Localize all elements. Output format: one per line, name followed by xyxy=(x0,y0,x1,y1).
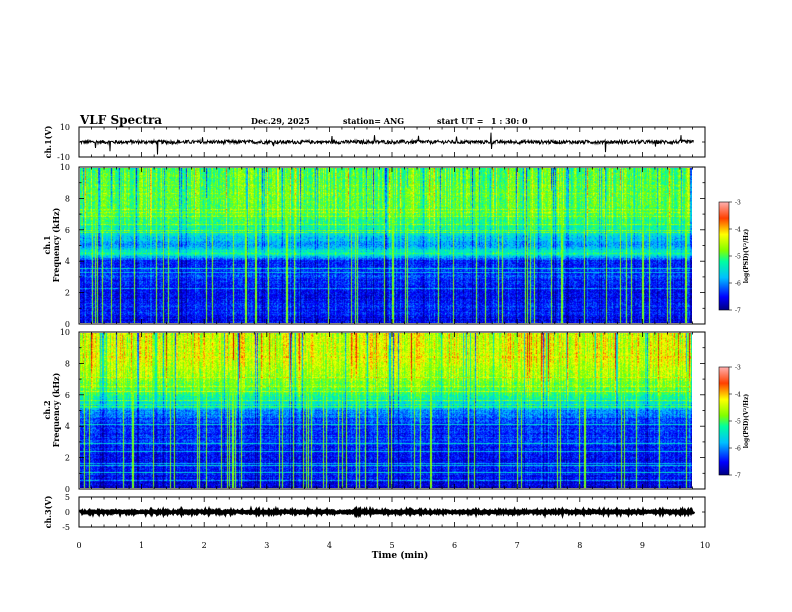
ch2-colorbar-tick--5: -5 xyxy=(735,419,741,426)
ch1-colorbar-label: log(PSD)(V²/Hz) xyxy=(743,229,750,284)
x-tick-8: 8 xyxy=(577,541,582,550)
ch1-waveform-trace xyxy=(79,132,694,155)
ch3-ytick-mid: 0 xyxy=(65,508,70,517)
ch1-ytick-bottom: -10 xyxy=(57,153,70,162)
x-tick-4: 4 xyxy=(327,541,332,550)
x-tick-2: 2 xyxy=(202,541,207,550)
ch1-spectrogram-image xyxy=(80,168,692,323)
ch1-colorbar-tick--5: -5 xyxy=(735,254,741,261)
ch2-spectrogram-ytick-6: 6 xyxy=(65,391,70,400)
axis-ticks xyxy=(78,126,706,528)
ch2-spectrogram-ytick-0: 0 xyxy=(65,485,70,494)
x-tick-10: 10 xyxy=(700,541,710,550)
ch3-waveform-ylabel: ch.3(V) xyxy=(43,495,53,528)
ch1-waveform-ylabel: ch.1(V) xyxy=(43,125,53,158)
ch2-spectrogram-image xyxy=(80,333,692,488)
x-tick-7: 7 xyxy=(515,541,520,550)
ch1-colorbar-tick--3: -3 xyxy=(735,200,741,207)
x-tick-0: 0 xyxy=(76,541,81,550)
ch3-waveform-trace xyxy=(78,505,696,520)
ch2-colorbar-tick--3: -3 xyxy=(735,365,741,372)
ch1-spectrogram-channel-label: ch.1 xyxy=(42,235,52,254)
x-tick-labels: 0 1 2 3 4 5 6 7 8 9 10 xyxy=(76,541,710,550)
ch2-colorbar-tick--6: -6 xyxy=(735,446,741,453)
ch2-colorbar-tick--4: -4 xyxy=(735,392,741,399)
ch1-colorbar-tick--4: -4 xyxy=(735,227,741,234)
ch1-spectrogram-ytick-0: 0 xyxy=(65,320,70,329)
ch1-colorbar-tick--7: -7 xyxy=(735,308,741,315)
ch1-spectrogram-ytick-4: 4 xyxy=(65,257,70,266)
x-axis-label: Time (min) xyxy=(372,550,429,561)
x-tick-9: 9 xyxy=(640,541,645,550)
ch1-spectrogram-ylabel: Frequency (kHz) xyxy=(51,207,61,282)
header-date: Dec.29, 2025 xyxy=(251,116,310,126)
ch2-spectrogram-ytick-2: 2 xyxy=(65,454,70,463)
ch2-spectrogram-ytick-10: 10 xyxy=(60,328,70,337)
header-start-time: 1 : 30: 0 xyxy=(491,116,528,126)
ch1-spectrogram-ytick-6: 6 xyxy=(65,226,70,235)
x-tick-3: 3 xyxy=(264,541,269,550)
ch2-colorbar-ticks: -3 -4 -5 -6 -7 xyxy=(729,365,741,480)
ch1-ytick-top: 10 xyxy=(60,123,70,132)
ch2-spectrogram-ytick-4: 4 xyxy=(65,422,70,431)
ch1-spectrogram-ytick-10: 10 xyxy=(60,163,70,172)
ch1-spectrogram-yticks: 0 2 4 6 8 10 xyxy=(60,163,70,329)
ch2-spectrogram-channel-label: ch.2 xyxy=(42,400,52,419)
ch1-colorbar-ticks: -3 -4 -5 -6 -7 xyxy=(729,200,741,315)
ch3-ytick-top: 5 xyxy=(65,493,70,502)
ch2-colorbar xyxy=(718,366,730,476)
ch1-spectrogram-ytick-8: 8 xyxy=(65,194,70,203)
ch1-colorbar-tick--6: -6 xyxy=(735,281,741,288)
figure-title: VLF Spectra xyxy=(80,113,163,127)
header-station: station= ANG xyxy=(343,116,405,126)
ch1-colorbar xyxy=(718,201,730,311)
ch2-spectrogram-ytick-8: 8 xyxy=(65,359,70,368)
ch2-spectrogram-yticks: 0 2 4 6 8 10 xyxy=(60,328,70,494)
ch3-ytick-bottom: -5 xyxy=(62,523,70,532)
ch2-colorbar-tick--7: -7 xyxy=(735,473,741,480)
header-start-label: start UT = xyxy=(437,116,484,126)
ch1-spectrogram-ytick-2: 2 xyxy=(65,289,70,298)
x-tick-5: 5 xyxy=(389,541,394,550)
ch2-spectrogram-ylabel: Frequency (kHz) xyxy=(51,372,61,447)
x-tick-1: 1 xyxy=(139,541,144,550)
ch2-colorbar-label: log(PSD)(V²/Hz) xyxy=(743,394,750,449)
x-tick-6: 6 xyxy=(452,541,457,550)
